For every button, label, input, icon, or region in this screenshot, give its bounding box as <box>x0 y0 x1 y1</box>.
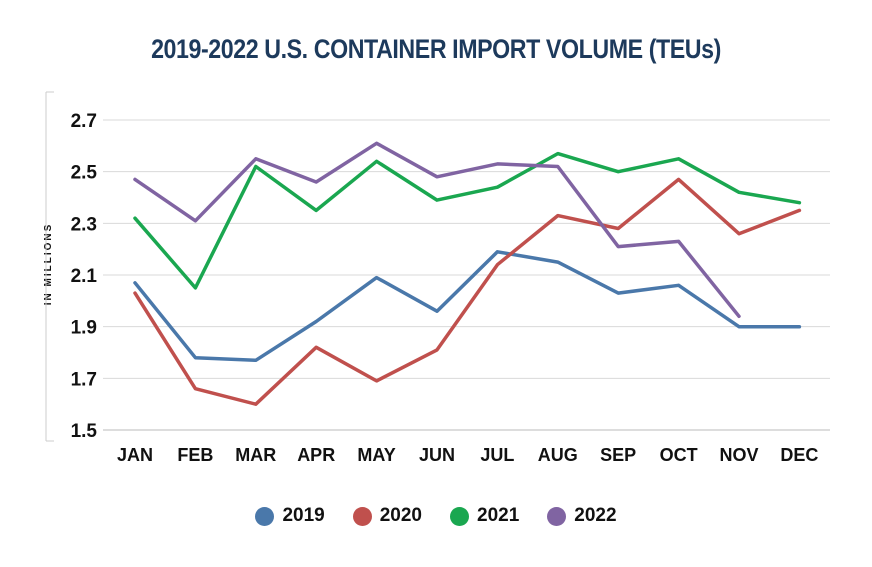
x-tick-label: FEB <box>177 445 213 465</box>
x-tick-label: JAN <box>117 445 153 465</box>
x-tick-label: MAR <box>235 445 276 465</box>
x-tick-label: NOV <box>719 445 758 465</box>
legend-swatch <box>255 506 275 526</box>
y-tick-label: 1.7 <box>71 369 97 390</box>
x-tick-label: MAY <box>357 445 395 465</box>
x-tick-label: JUN <box>419 445 455 465</box>
legend-label: 2019 <box>282 505 325 526</box>
y-tick-label: 2.5 <box>71 163 98 184</box>
y-tick-label: 2.1 <box>71 266 98 287</box>
legend-swatch <box>450 506 469 526</box>
series-line-2022 <box>133 141 741 319</box>
legend-item-2019: 2019 <box>255 505 325 527</box>
y-tick-label: 2.3 <box>71 214 97 235</box>
legend-label: 2021 <box>477 505 520 526</box>
legend-swatch <box>352 506 372 526</box>
y-tick-label: 1.5 <box>71 421 98 442</box>
series-line-2020 <box>133 177 802 406</box>
legend-label: 2020 <box>379 505 422 526</box>
legend-item-2022: 2022 <box>547 505 617 527</box>
x-tick-label: AUG <box>538 445 578 465</box>
y-tick-label: 1.9 <box>71 318 97 339</box>
x-tick-label: JUL <box>480 445 514 465</box>
x-tick-label: SEP <box>600 445 636 465</box>
x-tick-label: OCT <box>660 445 698 465</box>
y-tick-label: 2.7 <box>71 111 97 132</box>
legend-item-2020: 2020 <box>352 505 422 527</box>
legend-item-2021: 2021 <box>450 505 519 527</box>
legend-label: 2022 <box>574 505 617 526</box>
x-tick-label: APR <box>297 445 335 465</box>
series-line-2019 <box>133 250 802 363</box>
legend-swatch <box>547 506 567 526</box>
chart-title: 2019-2022 U.S. CONTAINER IMPORT VOLUME (… <box>151 34 721 64</box>
x-tick-label: DEC <box>780 445 818 465</box>
series-line-2021 <box>133 151 802 290</box>
legend: 2019 2020 2021 2022 <box>0 505 872 527</box>
